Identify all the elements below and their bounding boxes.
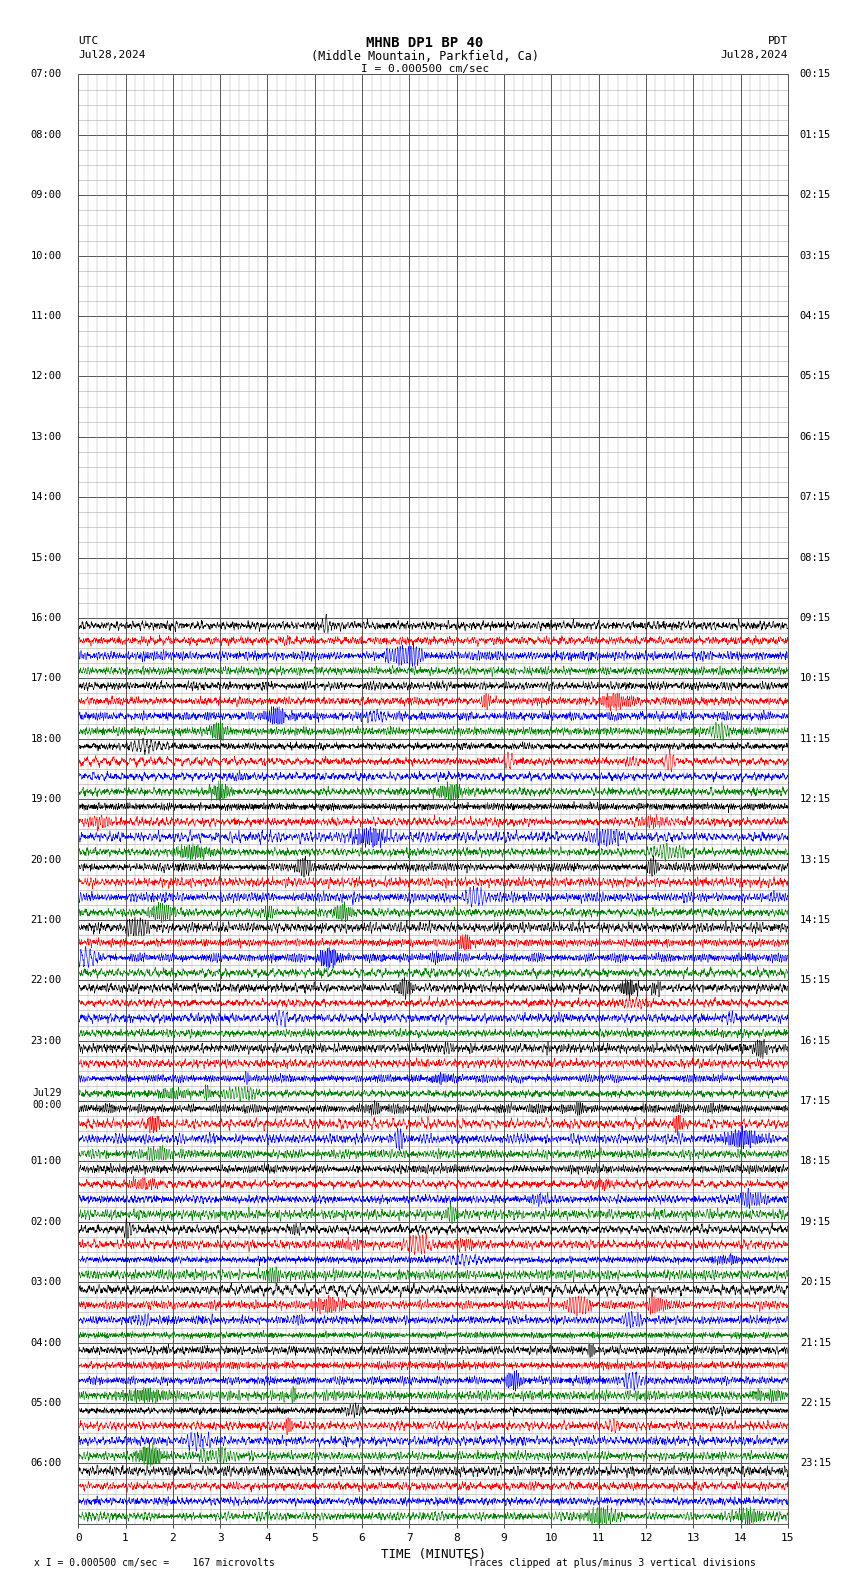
Text: MHNB DP1 BP 40: MHNB DP1 BP 40: [366, 35, 484, 49]
Text: 11:00: 11:00: [31, 310, 62, 322]
Text: 09:00: 09:00: [31, 190, 62, 200]
Text: 10:15: 10:15: [800, 673, 831, 683]
Text: 06:15: 06:15: [800, 432, 831, 442]
Text: 14:00: 14:00: [31, 493, 62, 502]
Text: 00:00: 00:00: [32, 1101, 62, 1110]
Text: 01:00: 01:00: [31, 1156, 62, 1166]
Text: 12:15: 12:15: [800, 794, 831, 805]
Text: 17:15: 17:15: [800, 1096, 831, 1106]
Text: 02:15: 02:15: [800, 190, 831, 200]
Text: 08:15: 08:15: [800, 553, 831, 562]
Text: 15:15: 15:15: [800, 976, 831, 985]
Text: 20:15: 20:15: [800, 1277, 831, 1288]
Text: 06:00: 06:00: [31, 1459, 62, 1468]
Text: UTC: UTC: [78, 35, 99, 46]
Text: 04:00: 04:00: [31, 1337, 62, 1348]
Text: 15:00: 15:00: [31, 553, 62, 562]
Text: 09:15: 09:15: [800, 613, 831, 623]
Text: 12:00: 12:00: [31, 371, 62, 382]
Text: 14:15: 14:15: [800, 916, 831, 925]
Text: 17:00: 17:00: [31, 673, 62, 683]
Text: 21:15: 21:15: [800, 1337, 831, 1348]
Text: 00:15: 00:15: [800, 70, 831, 79]
Text: 23:15: 23:15: [800, 1459, 831, 1468]
Text: 10:00: 10:00: [31, 250, 62, 261]
Text: Traces clipped at plus/minus 3 vertical divisions: Traces clipped at plus/minus 3 vertical …: [468, 1559, 756, 1568]
Text: 22:15: 22:15: [800, 1399, 831, 1408]
Text: 18:00: 18:00: [31, 733, 62, 744]
Text: 20:00: 20:00: [31, 854, 62, 865]
Text: 13:00: 13:00: [31, 432, 62, 442]
Text: 05:15: 05:15: [800, 371, 831, 382]
Text: 19:15: 19:15: [800, 1217, 831, 1228]
Text: (Middle Mountain, Parkfield, Ca): (Middle Mountain, Parkfield, Ca): [311, 49, 539, 63]
Text: PDT: PDT: [768, 35, 788, 46]
Text: 03:00: 03:00: [31, 1277, 62, 1288]
Text: Jul29: Jul29: [32, 1088, 62, 1098]
Text: 19:00: 19:00: [31, 794, 62, 805]
Text: 02:00: 02:00: [31, 1217, 62, 1228]
Text: Jul28,2024: Jul28,2024: [721, 49, 788, 60]
Text: Jul28,2024: Jul28,2024: [78, 49, 145, 60]
Text: 07:15: 07:15: [800, 493, 831, 502]
Text: 03:15: 03:15: [800, 250, 831, 261]
Text: 05:00: 05:00: [31, 1399, 62, 1408]
Text: 01:15: 01:15: [800, 130, 831, 139]
Text: 07:00: 07:00: [31, 70, 62, 79]
Text: x I = 0.000500 cm/sec =    167 microvolts: x I = 0.000500 cm/sec = 167 microvolts: [34, 1559, 275, 1568]
Text: I = 0.000500 cm/sec: I = 0.000500 cm/sec: [361, 63, 489, 74]
Text: 16:15: 16:15: [800, 1036, 831, 1045]
Text: 21:00: 21:00: [31, 916, 62, 925]
Text: 18:15: 18:15: [800, 1156, 831, 1166]
Text: 22:00: 22:00: [31, 976, 62, 985]
Text: 08:00: 08:00: [31, 130, 62, 139]
Text: 23:00: 23:00: [31, 1036, 62, 1045]
X-axis label: TIME (MINUTES): TIME (MINUTES): [381, 1549, 485, 1562]
Text: 04:15: 04:15: [800, 310, 831, 322]
Text: 16:00: 16:00: [31, 613, 62, 623]
Text: 13:15: 13:15: [800, 854, 831, 865]
Text: 11:15: 11:15: [800, 733, 831, 744]
